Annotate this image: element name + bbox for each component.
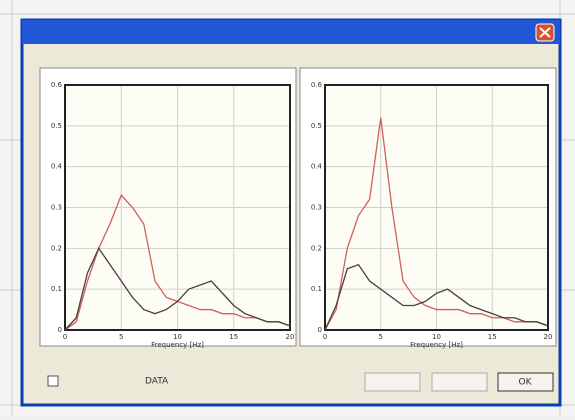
y-tick-label: 0.3 (51, 204, 62, 212)
button[interactable] (432, 373, 487, 391)
y-tick-label: 0.5 (311, 122, 322, 130)
checkbox[interactable] (48, 376, 58, 386)
x-tick-label: 5 (119, 333, 123, 341)
y-tick-label: 0.1 (51, 285, 62, 293)
page: DATA OK 0 0.1 0.2 0.3 0.4 0.5 0.6 0 5 10 15 20 Frequ… (0, 0, 575, 416)
checkbox-label: DATA (145, 377, 169, 387)
y-tick-label: 0.5 (51, 122, 62, 130)
y-tick-label: 0 (58, 326, 62, 334)
x-tick-label: 20 (286, 333, 295, 341)
x-axis-label: Frequency [Hz] (151, 341, 204, 349)
y-tick-label: 0.6 (311, 81, 323, 89)
x-tick-label: 15 (229, 333, 238, 341)
screen: DATA OK 0 0.1 0.2 0.3 0.4 0.5 0.6 0 5 10 15 20 Frequ… (0, 0, 575, 416)
ok-button-label: OK (519, 378, 533, 388)
y-tick-label: 0.6 (51, 81, 63, 89)
x-tick-label: 10 (432, 333, 441, 341)
y-tick-label: 0.2 (311, 244, 322, 252)
x-axis-label: Frequency [Hz] (410, 341, 463, 349)
x-tick-label: 15 (488, 333, 497, 341)
y-tick-label: 0.4 (51, 163, 63, 171)
x-tick-label: 10 (173, 333, 182, 341)
title-bar (22, 20, 560, 44)
button[interactable] (365, 373, 420, 391)
x-tick-label: 5 (379, 333, 383, 341)
y-tick-label: 0.4 (311, 163, 323, 171)
y-tick-label: 0.2 (51, 244, 62, 252)
y-tick-label: 0.3 (311, 204, 322, 212)
y-tick-label: 0.1 (311, 285, 322, 293)
x-tick-label: 0 (323, 333, 327, 341)
x-tick-label: 20 (544, 333, 553, 341)
y-tick-label: 0 (318, 326, 322, 334)
x-tick-label: 0 (63, 333, 67, 341)
